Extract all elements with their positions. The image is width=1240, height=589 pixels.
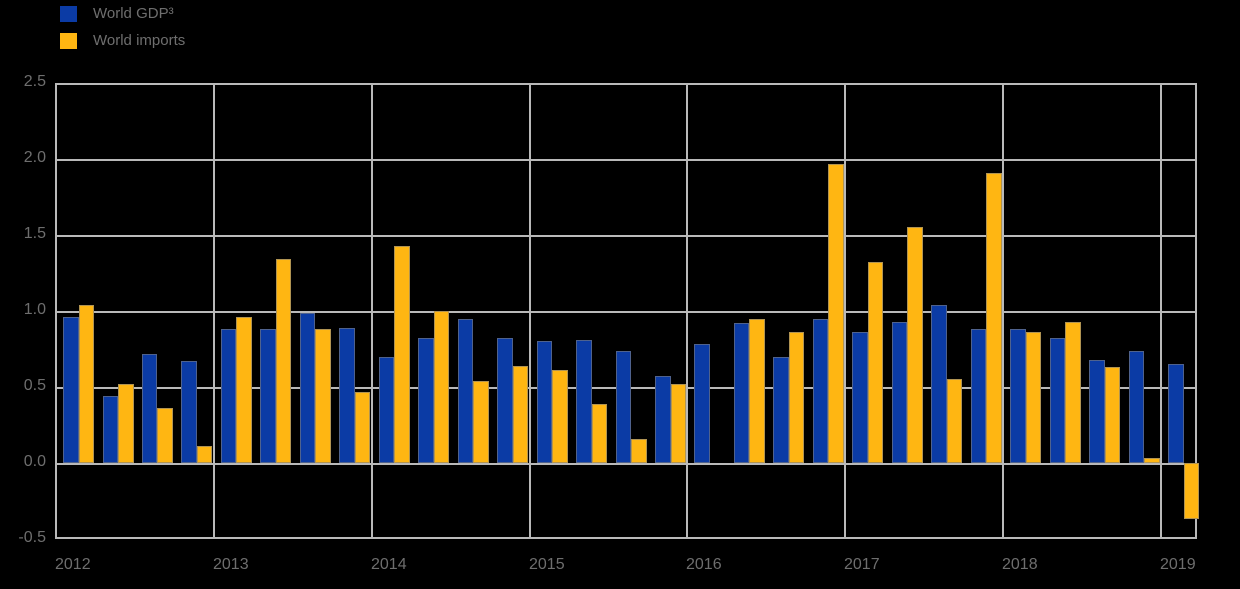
bar-world-gdp: [773, 356, 789, 463]
plot-right-border: [1195, 83, 1197, 539]
gridline-vertical: [844, 83, 846, 539]
bar-world-imports: [986, 172, 1002, 463]
bar-world-gdp: [299, 312, 316, 463]
y-axis-tick-label: 2.0: [23, 149, 46, 166]
bar-world-gdp: [694, 344, 710, 463]
bar-world-imports: [907, 227, 923, 463]
bar-world-imports: [394, 245, 410, 463]
legend-label-world-imports: World imports: [93, 32, 186, 49]
y-axis-tick-label: 0.5: [23, 377, 46, 394]
bar-world-gdp: [733, 323, 750, 463]
x-axis-tick-label: 2018: [1002, 556, 1038, 573]
bar-world-gdp: [102, 396, 118, 463]
bar-world-imports: [196, 446, 213, 463]
bar-world-imports: [631, 438, 647, 463]
gridline-vertical: [213, 83, 215, 539]
gridline-vertical: [1002, 83, 1004, 539]
bar-world-imports: [157, 408, 173, 463]
bar-world-imports: [788, 332, 805, 463]
legend-item-world-gdp: World GDP³: [60, 5, 185, 22]
bar-world-imports: [670, 384, 686, 463]
y-axis-tick-label: -0.5: [18, 529, 46, 546]
y-axis-tick-label: 1.5: [23, 225, 46, 242]
bar-world-imports: [1065, 321, 1081, 463]
bar-world-imports: [946, 379, 963, 463]
gridline-horizontal: [55, 83, 1197, 85]
bar-world-imports: [1104, 367, 1121, 463]
bar-world-imports: [433, 311, 450, 463]
bar-world-imports: [1183, 463, 1199, 520]
bar-world-imports: [473, 380, 489, 463]
bar-world-gdp: [812, 318, 829, 463]
gridline-vertical: [529, 83, 531, 539]
bar-world-imports: [591, 403, 607, 463]
bar-world-imports: [118, 384, 134, 463]
bar-world-imports: [1144, 458, 1160, 463]
bar-world-gdp: [220, 329, 237, 463]
bar-world-gdp: [497, 338, 513, 463]
bar-world-imports: [275, 259, 292, 463]
bar-world-gdp: [891, 321, 908, 463]
bar-world-gdp: [576, 339, 592, 463]
x-axis-tick-label: 2015: [529, 556, 565, 573]
y-axis-tick-label: 2.5: [23, 73, 46, 90]
gridline-horizontal: [55, 463, 1197, 465]
bar-world-imports: [1025, 332, 1042, 463]
gridline-horizontal: [55, 311, 1197, 313]
bar-world-gdp: [1089, 359, 1105, 463]
bar-world-imports: [78, 304, 94, 463]
bar-world-gdp: [1168, 364, 1184, 463]
legend: World GDP³ World imports: [60, 5, 185, 59]
bar-world-imports: [552, 370, 568, 463]
legend-item-world-imports: World imports: [60, 32, 185, 49]
bar-world-gdp: [457, 318, 474, 463]
gridline-vertical: [55, 83, 57, 539]
y-axis-tick-label: 0.0: [23, 453, 46, 470]
gridline-horizontal: [55, 537, 1197, 539]
gridline-vertical: [371, 83, 373, 539]
gridline-vertical: [686, 83, 688, 539]
x-axis-tick-label: 2016: [686, 556, 722, 573]
gridline-horizontal: [55, 235, 1197, 237]
x-axis-tick-label: 2012: [55, 556, 91, 573]
gridline-vertical: [1160, 83, 1162, 539]
bar-world-gdp: [615, 350, 631, 463]
gridline-horizontal: [55, 159, 1197, 161]
bar-world-gdp: [970, 329, 987, 463]
bar-world-gdp: [63, 317, 79, 463]
bar-world-imports: [867, 262, 884, 463]
bar-world-imports: [512, 365, 529, 463]
y-axis-tick-label: 1.0: [23, 301, 46, 318]
bar-world-gdp: [1128, 350, 1144, 463]
bar-world-gdp: [378, 356, 395, 463]
legend-swatch-gdp-icon: [60, 5, 77, 22]
bar-world-imports: [236, 317, 252, 463]
bar-world-gdp: [141, 353, 158, 463]
bar-world-gdp: [655, 376, 671, 463]
x-axis-tick-label: 2019: [1160, 556, 1196, 573]
bar-world-gdp: [852, 332, 868, 463]
bar-world-imports: [315, 329, 331, 463]
legend-label-world-gdp: World GDP³: [93, 5, 174, 22]
bar-world-gdp: [536, 341, 553, 463]
x-axis-tick-label: 2014: [371, 556, 407, 573]
plot-area: [55, 83, 1199, 539]
legend-swatch-imports-icon: [60, 32, 77, 49]
bar-world-imports: [749, 318, 765, 463]
x-axis-tick-label: 2013: [213, 556, 249, 573]
bar-world-gdp: [1010, 329, 1026, 463]
x-axis-tick-label: 2017: [844, 556, 880, 573]
bar-world-imports: [354, 391, 371, 463]
bar-world-gdp: [1049, 338, 1066, 463]
bar-world-gdp: [339, 327, 355, 463]
bar-world-gdp: [260, 329, 276, 463]
bar-world-imports: [828, 163, 844, 463]
bar-world-gdp: [418, 338, 434, 463]
bar-world-gdp: [181, 361, 197, 463]
bar-world-gdp: [931, 304, 947, 463]
